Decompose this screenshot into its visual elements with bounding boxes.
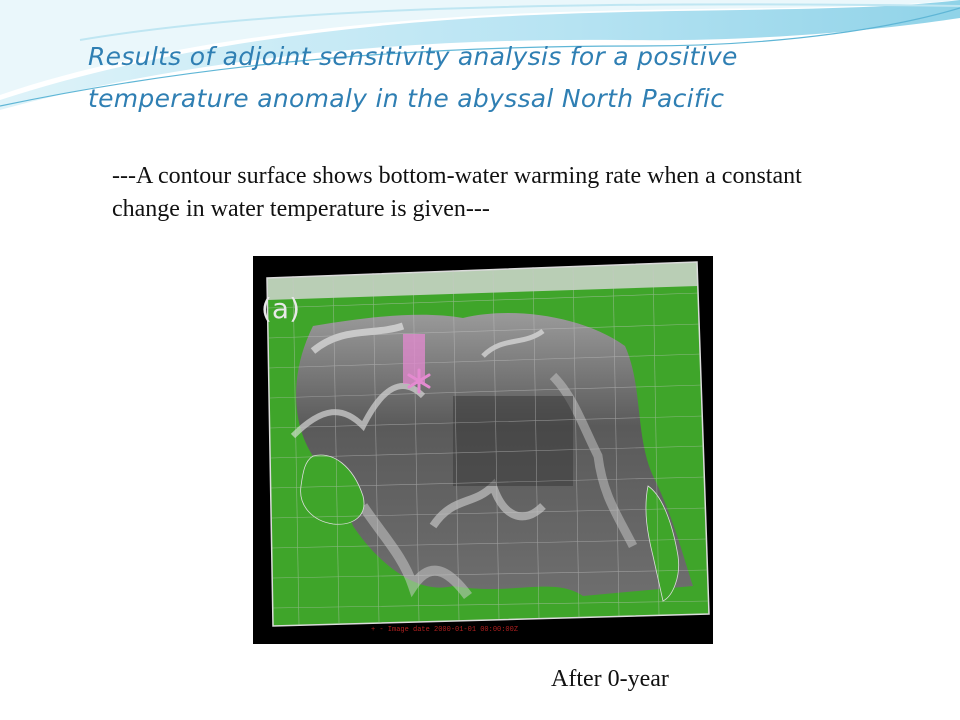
- asterisk-marker-icon: [407, 368, 431, 394]
- map-grid: [267, 262, 710, 626]
- slide-subtitle: ---A contour surface shows bottom-water …: [112, 163, 802, 222]
- contour-surface-image: [253, 256, 713, 644]
- south-america-landmass: [645, 485, 680, 602]
- header-swoosh-decoration: [0, 0, 960, 110]
- figure-caption: After 0-year: [551, 666, 669, 692]
- slide-title: Results of adjoint sensitivity analysis …: [88, 42, 738, 113]
- panel-label: (a): [261, 292, 301, 325]
- sensitivity-figure: (a) + - Image date 2000-01-01 00:00:00Z: [253, 256, 713, 644]
- figure-footer-text: + - Image date 2000-01-01 00:00:00Z: [371, 626, 519, 634]
- australia-landmass: [300, 454, 365, 525]
